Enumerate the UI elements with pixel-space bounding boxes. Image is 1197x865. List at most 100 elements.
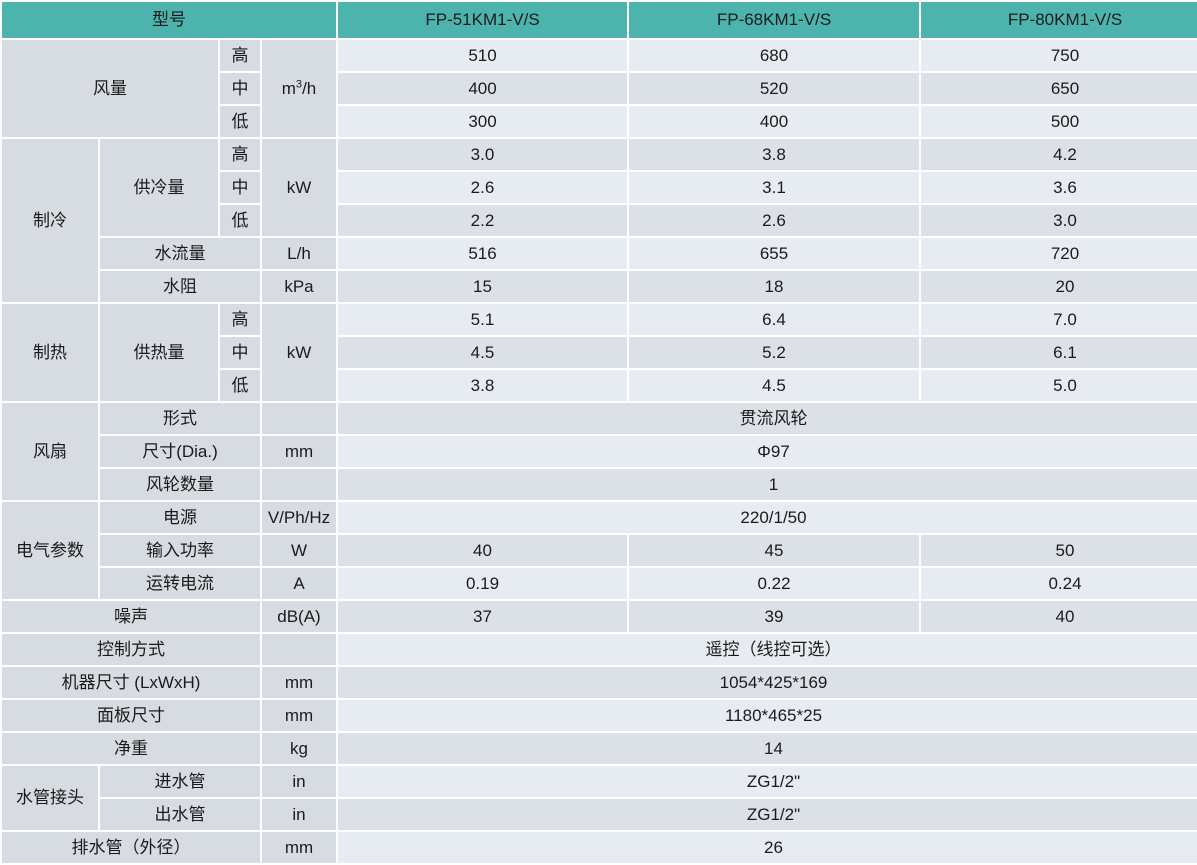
cell-value: 2.6 bbox=[629, 205, 919, 236]
row-fan-count: 风轮数量 1 bbox=[2, 469, 1197, 500]
cell-value: 3.1 bbox=[629, 172, 919, 203]
cell-value-merged: 14 bbox=[338, 733, 1197, 764]
speed-label-mid: 中 bbox=[220, 337, 260, 368]
row-noise: 噪声 dB(A) 37 39 40 bbox=[2, 601, 1197, 632]
label-net-weight: 净重 bbox=[2, 733, 260, 764]
row-cooling-capacity-mid: 中 2.6 3.1 3.6 bbox=[2, 172, 1197, 203]
cell-value: 50 bbox=[921, 535, 1197, 566]
row-airflow-high: 风量 高 m3/h 510 680 750 bbox=[2, 40, 1197, 137]
cell-value: 0.24 bbox=[921, 568, 1197, 599]
unit-net-weight: kg bbox=[262, 733, 336, 764]
cell-value-merged: 220/1/50 bbox=[338, 502, 1197, 533]
unit-fan-count bbox=[262, 469, 336, 500]
unit-airflow: m3/h bbox=[262, 40, 336, 137]
label-noise: 噪声 bbox=[2, 601, 260, 632]
label-drain-pipe: 排水管（外径） bbox=[2, 832, 260, 863]
unit-drain-pipe: mm bbox=[262, 832, 336, 863]
section-label-fan: 风扇 bbox=[2, 403, 98, 500]
cell-value: 5.2 bbox=[629, 337, 919, 368]
cell-value: 0.22 bbox=[629, 568, 919, 599]
cell-value: 40 bbox=[338, 535, 627, 566]
cell-value: 520 bbox=[629, 73, 919, 104]
label-water-resistance: 水阻 bbox=[100, 271, 260, 302]
cell-value: 655 bbox=[629, 238, 919, 269]
row-panel-size: 面板尺寸 mm 1180*465*25 bbox=[2, 700, 1197, 731]
cell-value: 3.6 bbox=[921, 172, 1197, 203]
row-power-supply: 电气参数 电源 V/Ph/Hz 220/1/50 bbox=[2, 502, 1197, 599]
section-label-heating: 制热 bbox=[2, 304, 98, 401]
unit-water-flow: L/h bbox=[262, 238, 336, 269]
row-cooling-water-resistance: 水阻 kPa 15 18 20 bbox=[2, 271, 1197, 302]
cell-value: 3.0 bbox=[338, 139, 627, 170]
speed-label-low: 低 bbox=[220, 205, 260, 236]
cell-value: 6.4 bbox=[629, 304, 919, 335]
row-cooling-capacity-high: 制冷 供冷量 高 kW 3.0 3.8 4.2 bbox=[2, 139, 1197, 302]
row-outlet-pipe: 出水管 in ZG1/2" bbox=[2, 799, 1197, 830]
label-panel-size: 面板尺寸 bbox=[2, 700, 260, 731]
cell-value-merged: 遥控（线控可选） bbox=[338, 634, 1197, 665]
label-control-method: 控制方式 bbox=[2, 634, 260, 665]
header-model-1: FP-51KM1-V/S bbox=[338, 2, 627, 38]
speed-label-low: 低 bbox=[220, 370, 260, 401]
unit-fan-size: mm bbox=[262, 436, 336, 467]
cell-value: 0.19 bbox=[338, 568, 627, 599]
label-power-supply: 电源 bbox=[100, 502, 260, 533]
cell-value-merged: 1180*465*25 bbox=[338, 700, 1197, 731]
row-drain-pipe: 排水管（外径） mm 26 bbox=[2, 832, 1197, 863]
header-model-label: 型号 bbox=[2, 2, 336, 38]
section-label-cooling: 制冷 bbox=[2, 139, 98, 302]
row-fan-size: 尺寸(Dia.) mm Φ97 bbox=[2, 436, 1197, 467]
row-input-power: 输入功率 W 40 45 50 bbox=[2, 535, 1197, 566]
cell-value: 20 bbox=[921, 271, 1197, 302]
cell-value: 750 bbox=[921, 40, 1197, 71]
label-water-flow: 水流量 bbox=[100, 238, 260, 269]
label-input-power: 输入功率 bbox=[100, 535, 260, 566]
speed-label-high: 高 bbox=[220, 40, 260, 71]
section-label-airflow: 风量 bbox=[2, 40, 218, 137]
speed-label-mid: 中 bbox=[220, 73, 260, 104]
row-running-current: 运转电流 A 0.19 0.22 0.24 bbox=[2, 568, 1197, 599]
label-outlet-pipe: 出水管 bbox=[100, 799, 260, 830]
cell-value: 5.0 bbox=[921, 370, 1197, 401]
cell-value-merged: 贯流风轮 bbox=[338, 403, 1197, 434]
unit-inlet-pipe: in bbox=[262, 766, 336, 797]
cell-value-merged: ZG1/2" bbox=[338, 799, 1197, 830]
row-airflow-low: 低 300 400 500 bbox=[2, 106, 1197, 137]
unit-power-supply: V/Ph/Hz bbox=[262, 502, 336, 533]
row-airflow-mid: 中 400 520 650 bbox=[2, 73, 1197, 104]
row-control-method: 控制方式 遥控（线控可选） bbox=[2, 634, 1197, 665]
cell-value: 4.5 bbox=[629, 370, 919, 401]
cell-value: 2.2 bbox=[338, 205, 627, 236]
subsection-label-cooling-capacity: 供冷量 bbox=[100, 139, 218, 236]
unit-machine-size: mm bbox=[262, 667, 336, 698]
cell-value: 5.1 bbox=[338, 304, 627, 335]
cell-value: 400 bbox=[629, 106, 919, 137]
cell-value: 2.6 bbox=[338, 172, 627, 203]
row-machine-size: 机器尺寸 (LxWxH) mm 1054*425*169 bbox=[2, 667, 1197, 698]
cell-value: 3.8 bbox=[629, 139, 919, 170]
row-cooling-water-flow: 水流量 L/h 516 655 720 bbox=[2, 238, 1197, 269]
label-running-current: 运转电流 bbox=[100, 568, 260, 599]
cell-value: 39 bbox=[629, 601, 919, 632]
unit-panel-size: mm bbox=[262, 700, 336, 731]
cell-value: 510 bbox=[338, 40, 627, 71]
cell-value: 300 bbox=[338, 106, 627, 137]
cell-value-merged: 26 bbox=[338, 832, 1197, 863]
speed-label-low: 低 bbox=[220, 106, 260, 137]
label-fan-size: 尺寸(Dia.) bbox=[100, 436, 260, 467]
cell-value-merged: Φ97 bbox=[338, 436, 1197, 467]
cell-value: 720 bbox=[921, 238, 1197, 269]
header-model-3: FP-80KM1-V/S bbox=[921, 2, 1197, 38]
speed-label-high: 高 bbox=[220, 304, 260, 335]
row-net-weight: 净重 kg 14 bbox=[2, 733, 1197, 764]
row-heating-capacity-high: 制热 供热量 高 kW 5.1 6.4 7.0 bbox=[2, 304, 1197, 401]
label-inlet-pipe: 进水管 bbox=[100, 766, 260, 797]
unit-input-power: W bbox=[262, 535, 336, 566]
row-cooling-capacity-low: 低 2.2 2.6 3.0 bbox=[2, 205, 1197, 236]
label-machine-size: 机器尺寸 (LxWxH) bbox=[2, 667, 260, 698]
unit-heating-capacity: kW bbox=[262, 304, 336, 401]
cell-value: 516 bbox=[338, 238, 627, 269]
row-heating-capacity-low: 低 3.8 4.5 5.0 bbox=[2, 370, 1197, 401]
cell-value: 18 bbox=[629, 271, 919, 302]
section-label-water-pipe: 水管接头 bbox=[2, 766, 98, 830]
